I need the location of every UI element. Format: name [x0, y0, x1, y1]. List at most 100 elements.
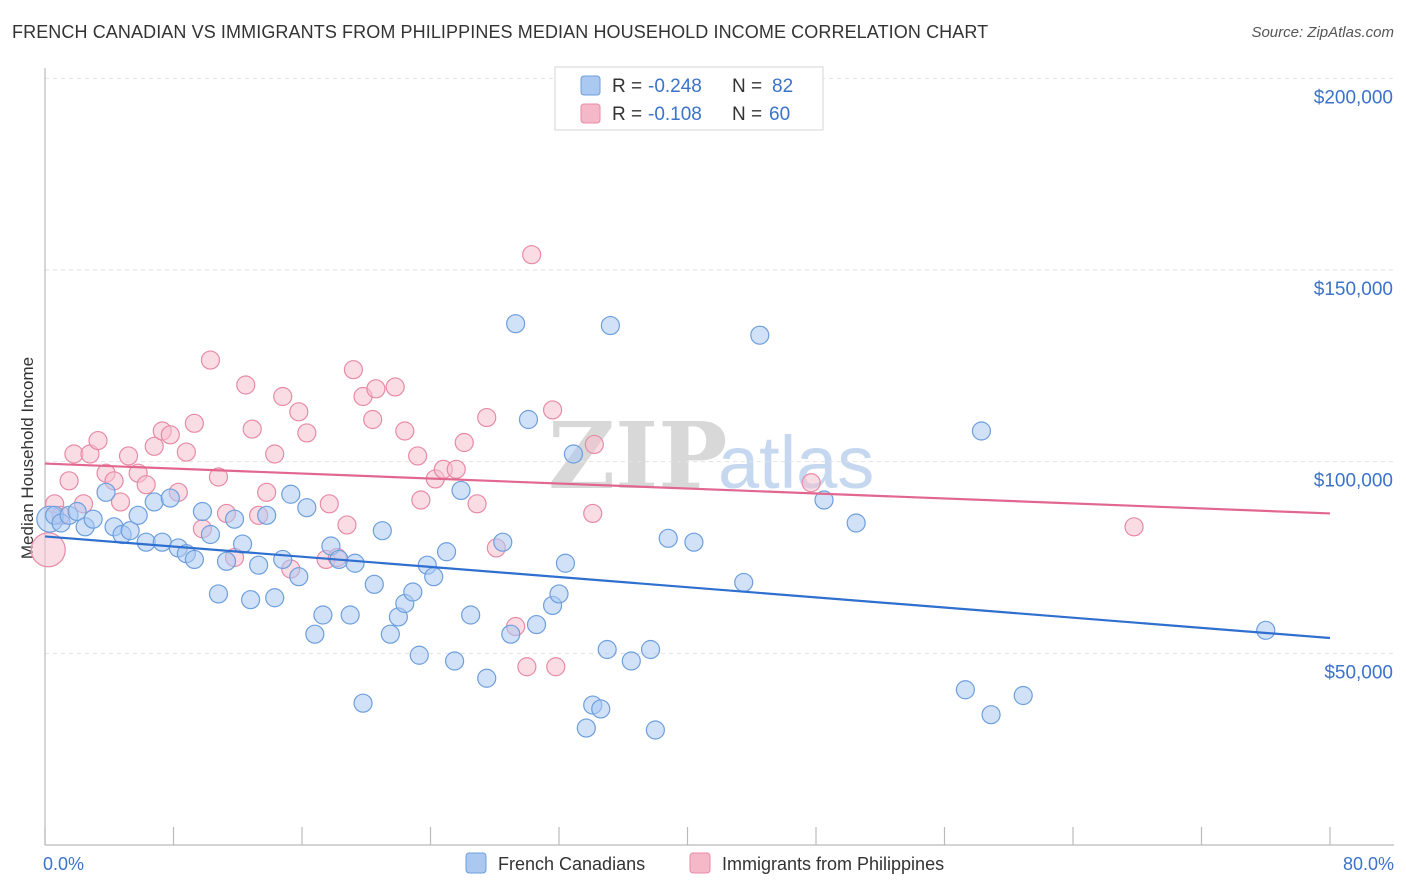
french-canadians-point	[305, 624, 325, 644]
philippines-point	[257, 482, 277, 502]
philippines-point	[542, 400, 563, 420]
french-canadians-point	[257, 505, 277, 525]
series-french-canadians-points	[36, 314, 1276, 740]
legend-n-value-2: 60	[769, 104, 790, 125]
french-canadians-point	[128, 505, 148, 525]
y-tick-label: $150,000	[1314, 279, 1393, 300]
french-canadians-point	[380, 624, 400, 644]
philippines-point	[88, 430, 108, 451]
philippines-point	[395, 421, 415, 441]
french-canadians-point	[461, 605, 481, 625]
french-canadians-point	[591, 699, 611, 719]
philippines-point	[584, 434, 604, 455]
french-canadians-point	[576, 718, 596, 738]
french-canadians-point	[232, 534, 253, 554]
french-canadians-point	[955, 680, 975, 700]
philippines-point	[343, 360, 363, 380]
french-canadians-point	[208, 584, 229, 604]
philippines-point	[319, 494, 339, 514]
philippines-point	[583, 503, 603, 524]
french-canadians-point	[96, 482, 116, 502]
bottom-legend-swatch-pink	[689, 852, 711, 874]
philippines-point	[454, 432, 474, 453]
french-canadians-point	[621, 651, 641, 671]
french-canadians-point	[684, 532, 704, 552]
legend-r-value-2: -0.108	[648, 104, 702, 125]
philippines-point	[273, 386, 293, 407]
y-tick-label: $200,000	[1314, 87, 1393, 108]
philippines-point	[200, 350, 221, 370]
french-canadians-point	[224, 509, 245, 529]
french-canadians-point	[658, 528, 678, 548]
french-canadians-point	[814, 490, 834, 510]
legend-swatch-pink	[580, 103, 601, 124]
philippines-point	[411, 490, 431, 510]
french-canadians-point	[403, 582, 423, 602]
philippines-point	[208, 467, 229, 487]
french-canadians-point	[353, 693, 373, 713]
x-axis-ticks	[44, 827, 1331, 845]
french-canadians-point	[136, 532, 156, 552]
french-canadians-point	[192, 501, 213, 522]
legend-r-label-1: R =	[612, 76, 642, 97]
philippines-point	[446, 459, 466, 479]
philippines-point	[30, 532, 66, 568]
french-canadians-point	[549, 584, 569, 604]
french-canadians-point	[1013, 685, 1033, 706]
french-canadians-point	[83, 509, 103, 529]
y-tick-label: $100,000	[1314, 471, 1393, 492]
french-canadians-point	[451, 480, 471, 501]
french-canadians-point	[152, 532, 172, 552]
french-canadians-point	[424, 567, 444, 587]
french-canadians-point	[750, 325, 770, 345]
philippines-point	[477, 407, 497, 428]
french-canadians-point	[216, 551, 237, 571]
legend-r-value-1: -0.248	[648, 76, 702, 97]
french-canadians-point	[600, 315, 621, 336]
bottom-legend-swatch-blue	[465, 852, 487, 874]
french-canadians-point	[297, 498, 317, 518]
philippines-point	[110, 492, 131, 512]
legend-r-label-2: R =	[612, 104, 642, 125]
french-canadians-point	[249, 555, 269, 575]
philippines-point	[546, 657, 566, 677]
french-canadians-point	[846, 513, 866, 533]
philippines-point	[467, 494, 487, 514]
philippines-point	[64, 444, 84, 464]
french-canadians-point	[241, 590, 261, 610]
legend-n-label-1: N =	[732, 76, 762, 97]
legend-swatch-blue	[580, 75, 601, 96]
french-canadians-trend-line	[44, 535, 1331, 640]
philippines-point	[184, 413, 204, 433]
french-canadians-point	[493, 532, 513, 552]
french-canadians-point	[477, 668, 497, 688]
philippines-point	[289, 402, 309, 422]
grid-lines	[45, 77, 1394, 654]
french-canadians-point	[506, 314, 526, 334]
french-canadians-point	[345, 553, 365, 573]
philippines-point	[801, 473, 821, 493]
y-axis-label: Median Household Income	[18, 357, 37, 559]
philippines-point	[136, 475, 156, 495]
philippines-point	[297, 423, 317, 443]
french-canadians-point	[1256, 620, 1276, 640]
french-canadians-point	[144, 492, 164, 512]
french-canadians-point	[289, 567, 309, 587]
french-canadians-point	[200, 524, 221, 545]
french-canadians-point	[281, 484, 301, 504]
french-canadians-point	[734, 572, 754, 593]
philippines-point	[366, 379, 386, 399]
french-canadians-point	[313, 605, 333, 625]
french-canadians-point	[364, 574, 384, 594]
trend-lines	[44, 462, 1331, 640]
french-canadians-point	[563, 444, 584, 464]
french-canadians-point	[67, 501, 87, 522]
x-tick-label-min: 0.0%	[43, 854, 84, 874]
french-canadians-point	[372, 521, 392, 541]
philippines-point	[160, 425, 180, 445]
french-canadians-point	[501, 624, 521, 644]
philippines-point	[363, 409, 383, 430]
philippines-point	[176, 442, 196, 462]
philippines-point	[1124, 517, 1144, 537]
french-canadians-point	[160, 488, 180, 508]
